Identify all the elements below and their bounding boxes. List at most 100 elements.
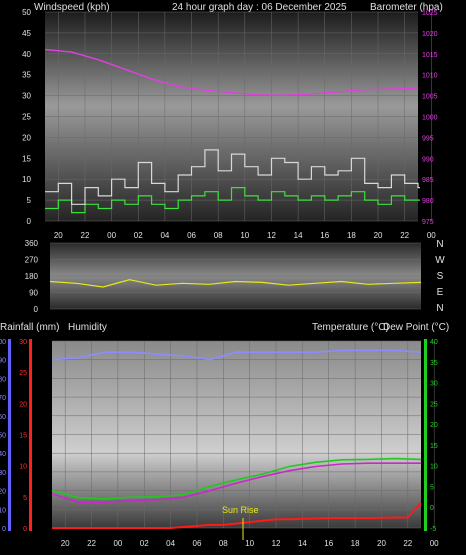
wind-x-tick-label: 14 bbox=[294, 231, 303, 240]
wind-y-tick-label: 0 bbox=[27, 217, 32, 226]
temp-series bbox=[51, 349, 422, 529]
compass-label: S bbox=[437, 271, 444, 282]
direction-y-ticks: 0 90 180 270 360 bbox=[25, 239, 39, 314]
temp-y-tick-label: 0 bbox=[430, 505, 434, 512]
direction-series bbox=[49, 279, 422, 288]
temp-x-tick-label: 18 bbox=[351, 539, 360, 548]
temperature-title: Temperature (°C) bbox=[312, 322, 389, 333]
temp-axis-bar bbox=[424, 339, 427, 531]
temp-grid bbox=[52, 340, 435, 529]
temp-x-tick-label: 08 bbox=[219, 539, 228, 548]
wind-x-tick-label: 16 bbox=[320, 231, 329, 240]
wind-x-tick-label: 20 bbox=[374, 231, 383, 240]
wind-x-tick-label: 06 bbox=[187, 231, 196, 240]
temp-x-tick-label: 00 bbox=[430, 539, 439, 548]
barometer-y-tick-label: 1000 bbox=[422, 115, 438, 122]
temp-x-tick-label: 00 bbox=[113, 539, 122, 548]
humidity-y-tick-label: 0 bbox=[2, 526, 6, 533]
dewpoint-line bbox=[51, 462, 421, 504]
barometer-y-tick-label: 1010 bbox=[422, 73, 438, 80]
wind-x-tick-label: 00 bbox=[427, 231, 436, 240]
temp-y-tick-label: 15 bbox=[430, 443, 438, 450]
temp-x-tick-label: 16 bbox=[324, 539, 333, 548]
wind-x-tick-label: 00 bbox=[107, 231, 116, 240]
wind-x-tick-label: 10 bbox=[240, 231, 249, 240]
temp-x-tick-label: 10 bbox=[245, 539, 254, 548]
temp-x-tick-label: 20 bbox=[61, 539, 70, 548]
compass-label: N bbox=[436, 239, 443, 250]
wind-x-tick-label: 12 bbox=[267, 231, 276, 240]
compass-label: W bbox=[435, 255, 445, 266]
wind-y-tick-label: 10 bbox=[22, 175, 31, 184]
temp-x-tick-label: 20 bbox=[377, 539, 386, 548]
wind-y-tick-label: 30 bbox=[22, 92, 31, 101]
rainfall-line bbox=[52, 502, 422, 529]
barometer-y-tick-label: 1015 bbox=[422, 52, 438, 59]
temp-y-tick-label: 30 bbox=[430, 381, 438, 388]
wind-x-ticks: 20 22 00 02 04 06 08 10 12 14 16 18 20 22 00 bbox=[54, 231, 436, 240]
temp-y-tick-label: 35 bbox=[430, 360, 438, 367]
wind-y-tick-label: 20 bbox=[22, 133, 31, 142]
rain-y-tick-label: 0 bbox=[23, 526, 27, 533]
rain-y-tick-label: 15 bbox=[19, 433, 27, 440]
wind-x-tick-label: 20 bbox=[54, 231, 63, 240]
wind-y-tick-label: 5 bbox=[27, 196, 32, 205]
wind-title: Windspeed (kph) bbox=[34, 2, 110, 13]
direction-y-tick-label: 180 bbox=[25, 272, 39, 281]
temp-y-tick-label: 10 bbox=[430, 464, 438, 471]
humidity-y-tick-label: 40 bbox=[0, 451, 6, 458]
barometer-y-tick-label: 1025 bbox=[422, 10, 438, 17]
humidity-y-tick-label: 20 bbox=[0, 489, 6, 496]
compass-label: N bbox=[436, 303, 443, 314]
temp-y-ticks: 0 10 20 30 40 50 60 70 80 90 100 0 5 10 15 20 25 30 -5 0 5 10… bbox=[0, 339, 438, 533]
temp-x-tick-label: 22 bbox=[403, 539, 412, 548]
barometer-title: Barometer (hpa) bbox=[370, 2, 443, 13]
compass-label: E bbox=[437, 287, 444, 298]
temp-x-tick-label: 04 bbox=[166, 539, 175, 548]
humidity-y-tick-label: 10 bbox=[0, 507, 6, 514]
direction-y-tick-label: 270 bbox=[25, 256, 39, 265]
wind-y-tick-label: 25 bbox=[22, 113, 31, 122]
wind-y-tick-label: 15 bbox=[22, 154, 31, 163]
humidity-y-tick-label: 70 bbox=[0, 395, 6, 402]
temp-y-tick-label: 25 bbox=[430, 401, 438, 408]
barometer-y-tick-label: 985 bbox=[422, 177, 434, 184]
rain-axis-bar bbox=[29, 339, 32, 531]
wind-y-ticks: 0 5 10 15 20 25 30 35 40 45 50 bbox=[22, 8, 31, 226]
barometer-y-tick-label: 975 bbox=[422, 219, 434, 226]
humidity-y-tick-label: 90 bbox=[0, 358, 6, 365]
sunrise-label: Sun Rise bbox=[222, 505, 259, 515]
humidity-y-tick-label: 50 bbox=[0, 433, 6, 440]
direction-y-tick-label: 360 bbox=[25, 239, 39, 248]
barometer-y-ticks: 975 980 985 990 995 1000 1005 1010 1015 1020 1025 bbox=[422, 10, 438, 226]
rain-y-tick-label: 10 bbox=[19, 464, 27, 471]
rain-y-tick-label: 20 bbox=[19, 401, 27, 408]
temp-x-tick-label: 12 bbox=[272, 539, 281, 548]
rain-y-tick-label: 5 bbox=[23, 495, 27, 502]
wind-grid bbox=[45, 11, 432, 222]
humidity-line bbox=[51, 349, 422, 361]
rain-y-tick-label: 30 bbox=[19, 339, 27, 346]
humidity-y-tick-label: 80 bbox=[0, 376, 6, 383]
direction-grid bbox=[50, 242, 421, 310]
wind_avg-line bbox=[45, 187, 420, 214]
direction-line bbox=[49, 279, 422, 288]
temp-x-tick-label: 14 bbox=[298, 539, 307, 548]
humidity-y-tick-label: 30 bbox=[0, 470, 6, 477]
barometer-y-tick-label: 995 bbox=[422, 135, 434, 142]
temp-y-tick-label: -5 bbox=[430, 526, 436, 533]
wind-x-tick-label: 02 bbox=[134, 231, 143, 240]
temp-y-tick-label: 5 bbox=[430, 484, 434, 491]
rain-title: Rainfall (mm) bbox=[0, 322, 59, 333]
temp-y-tick-label: 20 bbox=[430, 422, 438, 429]
dewpoint-title: Dew Point (°C) bbox=[383, 322, 449, 333]
temp-x-tick-label: 06 bbox=[193, 539, 202, 548]
wind_gust-line bbox=[45, 149, 420, 205]
humidity-y-tick-label: 60 bbox=[0, 414, 6, 421]
graph-title: 24 hour graph day : 06 December 2025 bbox=[172, 2, 347, 13]
barometer-y-tick-label: 1020 bbox=[422, 31, 438, 38]
wind-y-tick-label: 45 bbox=[22, 29, 31, 38]
barometer-y-tick-label: 990 bbox=[422, 156, 434, 163]
